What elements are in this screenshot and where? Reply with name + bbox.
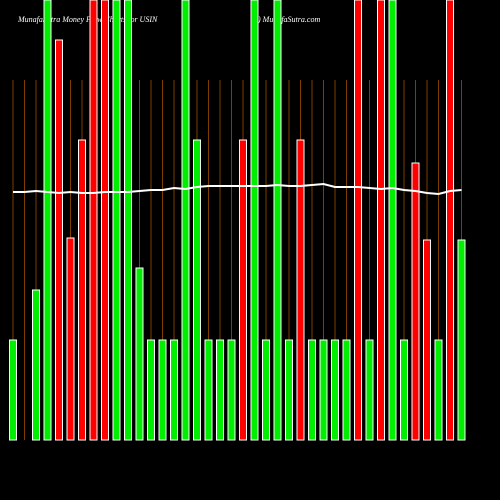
bar <box>319 339 328 441</box>
bar <box>446 0 454 441</box>
bar <box>250 0 259 441</box>
bar <box>262 339 270 441</box>
bar <box>124 0 132 441</box>
bar <box>112 0 121 441</box>
bar <box>181 0 190 441</box>
bar <box>78 139 86 441</box>
bar <box>457 239 466 441</box>
bar <box>170 339 178 441</box>
bar <box>308 339 316 441</box>
bar <box>55 39 63 441</box>
bar <box>216 339 224 441</box>
bar <box>285 339 293 441</box>
bar <box>296 139 305 441</box>
bar <box>423 239 431 441</box>
bar <box>239 139 247 441</box>
bar <box>377 0 385 441</box>
bar <box>158 339 167 441</box>
bar <box>400 339 408 441</box>
bar <box>43 0 52 441</box>
bar <box>365 339 374 441</box>
chart-title: MunafaSutra Money Flow Charts for USIN <box>17 15 158 24</box>
bar <box>434 339 443 441</box>
bar <box>273 0 282 441</box>
bar <box>331 339 339 441</box>
bar <box>204 339 213 441</box>
bar <box>9 339 17 441</box>
bar <box>147 339 155 441</box>
bar <box>32 289 40 441</box>
bar <box>342 339 351 441</box>
bar <box>411 162 420 441</box>
bar <box>388 0 397 441</box>
money-flow-line <box>13 182 462 196</box>
chart-title: ) MunafaSutra.com <box>257 15 320 24</box>
bar <box>135 267 144 441</box>
bar <box>193 139 201 441</box>
bar <box>354 0 362 441</box>
bar <box>66 237 75 441</box>
bar <box>101 0 109 441</box>
bar <box>227 339 236 441</box>
bar <box>89 0 98 441</box>
